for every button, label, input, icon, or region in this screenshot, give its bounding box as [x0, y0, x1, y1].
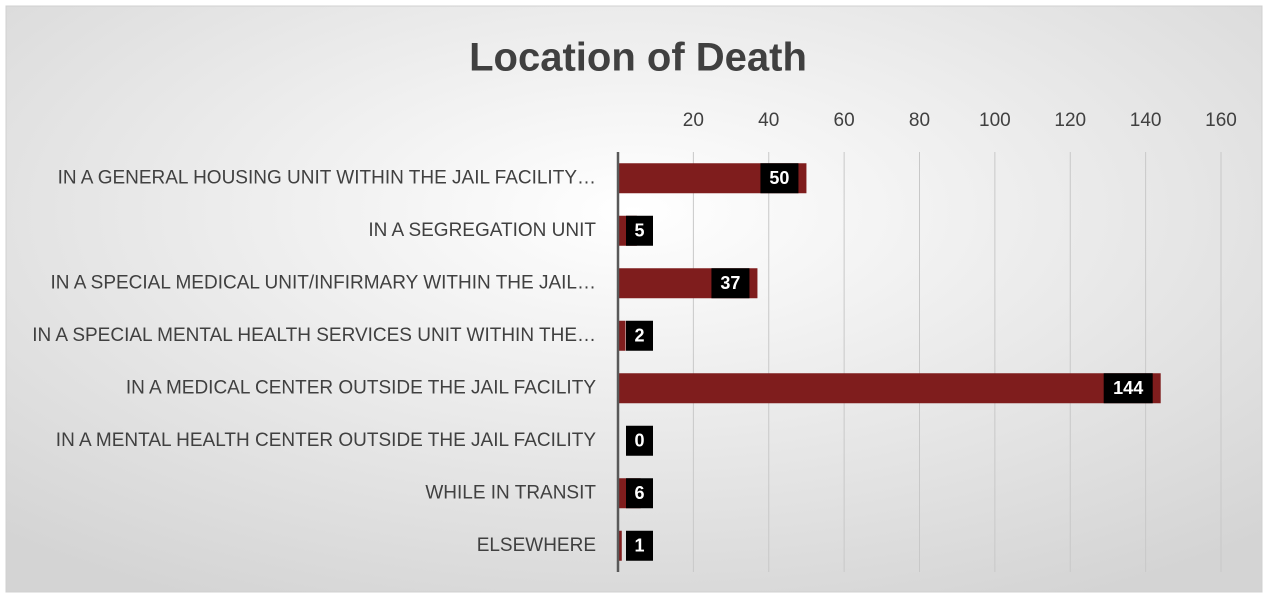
x-tick-label: 100 — [979, 110, 1011, 131]
value-label-box — [626, 425, 653, 456]
value-label: 1 — [634, 536, 644, 556]
y-tick-label: IN A SPECIAL MEDICAL UNIT/INFIRMARY WITH… — [51, 272, 596, 293]
x-tick-label: 160 — [1205, 110, 1237, 131]
x-tick-label: 20 — [683, 110, 704, 131]
value-label-box — [1103, 373, 1153, 404]
value-label-box — [626, 530, 653, 561]
x-tick-label: 60 — [834, 110, 855, 131]
y-tick-label: IN A SPECIAL MENTAL HEALTH SERVICES UNIT… — [32, 325, 596, 346]
x-tick-label: 40 — [758, 110, 779, 131]
y-tick-label: IN A GENERAL HOUSING UNIT WITHIN THE JAI… — [58, 167, 596, 188]
value-label: 6 — [634, 483, 644, 503]
value-label-box — [626, 478, 653, 509]
value-label-box — [760, 163, 799, 194]
y-tick-label: ELSEWHERE — [477, 535, 596, 556]
bar — [618, 530, 622, 561]
y-tick-label: IN A MENTAL HEALTH CENTER OUTSIDE THE JA… — [56, 430, 597, 451]
value-label: 0 — [634, 431, 644, 451]
y-tick-label: IN A SEGREGATION UNIT — [368, 220, 596, 241]
x-tick-label: 80 — [909, 110, 930, 131]
x-tick-label: 140 — [1130, 110, 1162, 131]
value-label: 144 — [1113, 378, 1143, 398]
bar — [618, 373, 1161, 404]
value-label-box — [711, 268, 750, 299]
value-label: 37 — [720, 273, 740, 293]
chart-title: Location of Death — [469, 36, 807, 80]
bar — [618, 320, 626, 351]
y-tick-label: WHILE IN TRANSIT — [425, 482, 596, 503]
value-label: 5 — [634, 221, 644, 241]
value-label-box — [626, 215, 653, 246]
x-tick-label: 120 — [1054, 110, 1086, 131]
value-label: 50 — [769, 168, 789, 188]
y-tick-label: IN A MEDICAL CENTER OUTSIDE THE JAIL FAC… — [126, 377, 597, 398]
value-label: 2 — [634, 326, 644, 346]
value-label-box — [626, 320, 653, 351]
